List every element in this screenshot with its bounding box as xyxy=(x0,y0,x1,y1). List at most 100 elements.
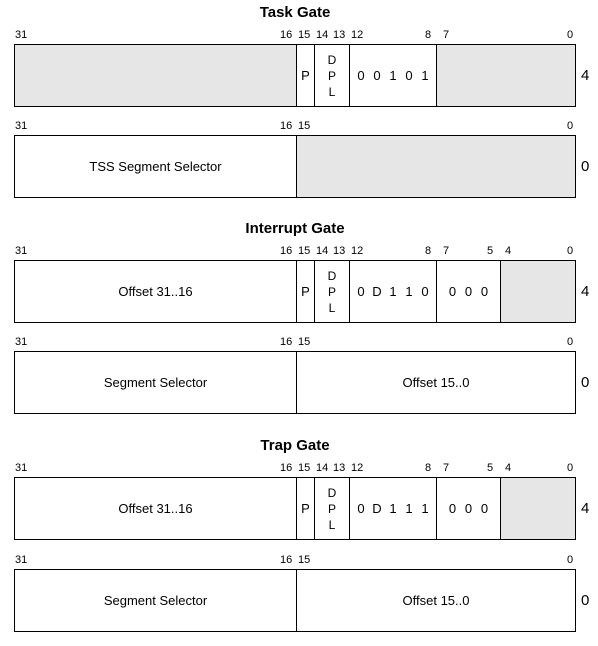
row-index: 0 xyxy=(581,374,590,391)
dpl-letter: D xyxy=(327,268,337,283)
bit-label: 8 xyxy=(425,462,432,474)
type-bit: D xyxy=(372,284,382,299)
type-bit: 1 xyxy=(421,501,429,516)
type-bit: 0 xyxy=(357,501,365,516)
dpl-letter: P xyxy=(327,501,336,516)
bit-label: 0 xyxy=(567,29,574,41)
zero-bit: 0 xyxy=(448,501,457,516)
bit-label: 5 xyxy=(487,462,494,474)
dpl-field: D P L xyxy=(314,478,349,539)
bit-label: 16 xyxy=(280,29,293,41)
segment-selector-field: Segment Selector xyxy=(103,375,208,390)
bit-label: 16 xyxy=(280,336,293,348)
bit-label: 0 xyxy=(567,554,574,566)
bit-label: 15 xyxy=(298,462,311,474)
segment-selector-field: Segment Selector xyxy=(103,593,208,608)
type-bit: D xyxy=(372,501,382,516)
reserved-field xyxy=(500,261,575,322)
bit-label: 0 xyxy=(567,120,574,132)
bit-label: 12 xyxy=(351,245,364,257)
row-index: 4 xyxy=(581,283,590,300)
interrupt-gate-title: Interrupt Gate xyxy=(245,220,345,237)
task-gate-title: Task Gate xyxy=(259,4,331,21)
type-bit: 0 xyxy=(357,68,365,83)
bit-label: 31 xyxy=(15,29,28,41)
row-index: 0 xyxy=(581,158,590,175)
dpl-letter: L xyxy=(328,84,336,99)
dpl-field: D P L xyxy=(314,45,349,106)
interrupt-gate-lo-row: Segment Selector Offset 15..0 xyxy=(14,351,576,414)
zero-bit: 0 xyxy=(448,284,457,299)
offset-high-field: Offset 31..16 xyxy=(118,284,193,299)
type-bit: 0 xyxy=(421,284,429,299)
bit-label: 15 xyxy=(298,120,311,132)
type-bit: 1 xyxy=(389,68,397,83)
type-bit: 0 xyxy=(373,68,381,83)
bit-label: 31 xyxy=(15,336,28,348)
type-bit: 1 xyxy=(389,284,397,299)
dpl-letter: D xyxy=(327,485,337,500)
tss-segment-selector-field: TSS Segment Selector xyxy=(89,159,222,174)
bit-label: 31 xyxy=(15,462,28,474)
present-bit: P xyxy=(296,261,314,322)
task-gate-hi-row: P D P L 0 0 1 0 1 xyxy=(14,44,576,107)
bit-label: 12 xyxy=(351,29,364,41)
bit-label: 16 xyxy=(280,245,293,257)
zero-bit: 0 xyxy=(480,501,489,516)
bit-label: 16 xyxy=(280,462,293,474)
bit-label: 0 xyxy=(567,336,574,348)
bit-label: 7 xyxy=(443,29,450,41)
bit-label: 13 xyxy=(333,245,346,257)
trap-gate-hi-row: Offset 31..16 P D P L 0 D 1 1 1 0 0 0 xyxy=(14,477,576,540)
type-bit: 1 xyxy=(389,501,397,516)
bit-label: 14 xyxy=(316,462,329,474)
bit-label: 15 xyxy=(298,554,311,566)
reserved-field xyxy=(296,136,575,197)
offset-low-field: Offset 15..0 xyxy=(296,570,575,631)
dpl-field: D P L xyxy=(314,261,349,322)
bit-label: 31 xyxy=(15,120,28,132)
present-bit: P xyxy=(296,478,314,539)
bit-label: 13 xyxy=(333,462,346,474)
bit-label: 15 xyxy=(298,245,311,257)
offset-high-field: Offset 31..16 xyxy=(118,501,193,516)
zero-bit: 0 xyxy=(464,284,473,299)
bit-label: 7 xyxy=(443,245,450,257)
bit-label: 12 xyxy=(351,462,364,474)
reserved-field xyxy=(15,45,296,106)
interrupt-gate-hi-row: Offset 31..16 P D P L 0 D 1 1 0 0 0 0 xyxy=(14,260,576,323)
trap-gate-lo-row: Segment Selector Offset 15..0 xyxy=(14,569,576,632)
bit-label: 15 xyxy=(298,29,311,41)
bit-label: 13 xyxy=(333,29,346,41)
dpl-letter: D xyxy=(327,52,337,67)
type-field: 0 0 1 0 1 xyxy=(349,45,436,106)
bit-label: 14 xyxy=(316,245,329,257)
reserved-field xyxy=(500,478,575,539)
bit-label: 4 xyxy=(505,462,512,474)
dpl-letter: P xyxy=(327,284,336,299)
dpl-letter: L xyxy=(328,517,336,532)
type-bit: 1 xyxy=(421,68,429,83)
bit-label: 4 xyxy=(505,245,512,257)
task-gate-lo-row: TSS Segment Selector xyxy=(14,135,576,198)
type-bit: 1 xyxy=(405,501,413,516)
bit-label: 8 xyxy=(425,29,432,41)
zero-bit: 0 xyxy=(464,501,473,516)
dpl-letter: P xyxy=(327,68,336,83)
zero-bit: 0 xyxy=(480,284,489,299)
bit-label: 16 xyxy=(280,120,293,132)
type-bit: 1 xyxy=(405,284,413,299)
present-bit: P xyxy=(296,45,314,106)
offset-low-field: Offset 15..0 xyxy=(296,352,575,413)
row-index: 0 xyxy=(581,592,590,609)
trap-gate-title: Trap Gate xyxy=(260,437,330,454)
bit-label: 16 xyxy=(280,554,293,566)
type-field: 0 D 1 1 0 xyxy=(349,261,436,322)
zero-bits-field: 0 0 0 xyxy=(436,261,500,322)
bit-label: 0 xyxy=(567,245,574,257)
bit-label: 0 xyxy=(567,462,574,474)
bit-label: 31 xyxy=(15,554,28,566)
bit-label: 14 xyxy=(316,29,329,41)
reserved-field xyxy=(436,45,575,106)
row-index: 4 xyxy=(581,500,590,517)
